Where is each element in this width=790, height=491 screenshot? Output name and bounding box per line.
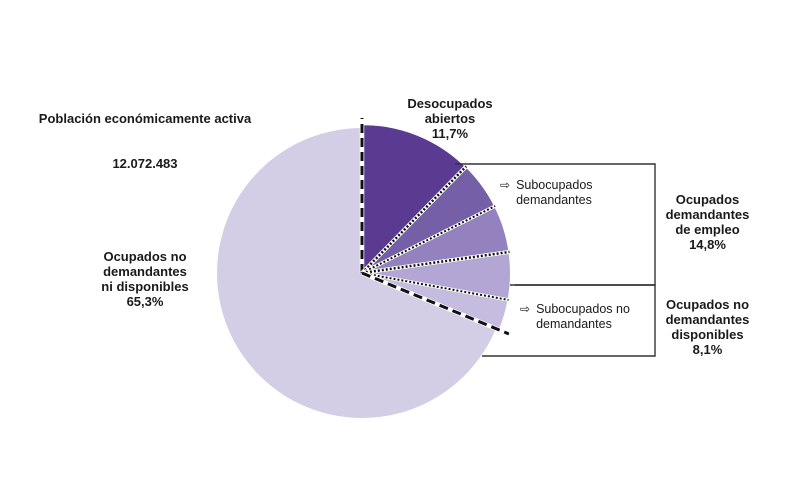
label-ocupados-no-demandantes-disponibles: Ocupados no demandantes disponibles 8,1%: [665, 297, 750, 357]
arrow-icon: ⇨: [500, 178, 511, 192]
slice-divider: [361, 250, 510, 275]
chart-total: 12.072.483: [112, 156, 178, 171]
label-subocupados-demandantes: ⇨ Subocupados demandantes: [500, 178, 640, 208]
pie-slice: [364, 252, 510, 300]
sub-label-text: Subocupados demandantes: [516, 178, 593, 207]
bracket-ocupados-no-demandantes-disponibles: [482, 284, 656, 357]
pie-slice: [363, 125, 465, 271]
arrow-icon: ⇨: [520, 302, 531, 316]
slice-dividers: [359, 118, 510, 337]
pie-slice: [217, 128, 496, 419]
label-ocupados-no-demandantes-ni-disponibles: Ocupados no demandantes ni disponibles 6…: [101, 249, 189, 309]
label-ocupados-demandantes: Ocupados demandantes de empleo 14,8%: [665, 192, 750, 252]
label-subocupados-no-demandantes: ⇨ Subocupados no demandantes: [520, 302, 660, 332]
label-desocupados-abiertos: Desocupados abiertos 11,7%: [407, 96, 493, 141]
chart-title: Población económicamente activa 12.072.4…: [20, 96, 270, 171]
slice-divider: [361, 205, 496, 274]
chart-title-text: Población económicamente activa: [38, 111, 252, 126]
slice-divider: [361, 165, 468, 274]
pie-slice: [364, 167, 494, 272]
slice-divider: [361, 271, 510, 336]
sub-label-text: Subocupados no demandantes: [536, 302, 630, 331]
slice-divider: [361, 272, 509, 301]
